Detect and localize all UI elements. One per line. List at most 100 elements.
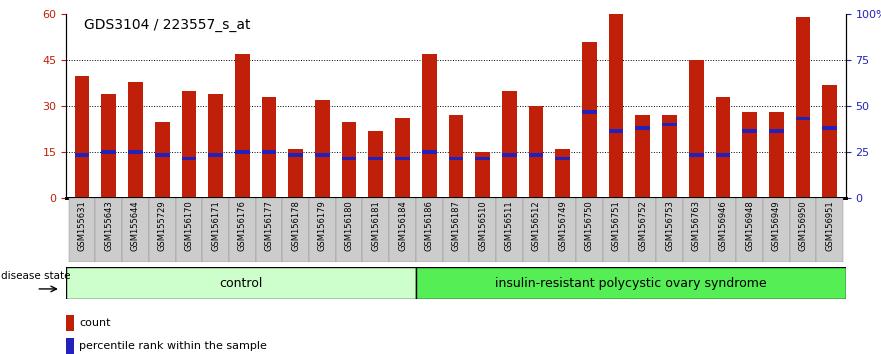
FancyBboxPatch shape [683,198,709,262]
Bar [208,94,223,198]
Bar [555,156,570,160]
FancyBboxPatch shape [362,198,389,262]
Bar [288,149,303,198]
Text: GSM156171: GSM156171 [211,200,220,251]
FancyBboxPatch shape [203,198,229,262]
Bar [396,156,410,160]
Bar [715,97,730,198]
FancyBboxPatch shape [470,198,496,262]
Bar [66,315,74,331]
Text: control: control [219,277,263,290]
FancyBboxPatch shape [416,198,442,262]
Bar [368,156,383,160]
FancyBboxPatch shape [789,198,817,262]
Bar [609,129,624,133]
Bar [582,110,596,114]
Text: GSM156951: GSM156951 [825,200,834,251]
FancyBboxPatch shape [66,267,416,299]
Bar [342,121,357,198]
FancyBboxPatch shape [630,198,656,262]
Bar [635,126,650,130]
Text: GSM156763: GSM156763 [692,200,700,251]
Text: GSM155644: GSM155644 [131,200,140,251]
FancyBboxPatch shape [656,198,683,262]
Text: GSM156749: GSM156749 [559,200,567,251]
Bar [155,121,169,198]
Bar [582,42,596,198]
Text: GSM156170: GSM156170 [184,200,194,251]
Bar [448,156,463,160]
FancyBboxPatch shape [336,198,362,262]
FancyBboxPatch shape [709,198,737,262]
FancyBboxPatch shape [576,198,603,262]
Text: GSM156177: GSM156177 [264,200,273,251]
FancyBboxPatch shape [416,267,846,299]
Bar [555,149,570,198]
Bar [689,153,704,157]
Bar [181,91,196,198]
FancyBboxPatch shape [817,198,843,262]
FancyBboxPatch shape [603,198,630,262]
Bar [743,112,757,198]
Bar [715,153,730,157]
Bar [422,150,437,154]
Bar [262,97,277,198]
Text: GSM156950: GSM156950 [798,200,808,251]
Text: disease state: disease state [2,271,70,281]
FancyBboxPatch shape [737,198,763,262]
Text: GSM156511: GSM156511 [505,200,514,251]
Bar [796,17,811,198]
Bar [502,153,516,157]
Bar [235,54,249,198]
Text: insulin-resistant polycystic ovary syndrome: insulin-resistant polycystic ovary syndr… [495,277,766,290]
Text: GSM156179: GSM156179 [318,200,327,251]
Text: GDS3104 / 223557_s_at: GDS3104 / 223557_s_at [84,18,250,32]
Bar [796,116,811,120]
Bar [689,60,704,198]
Bar [396,119,410,198]
Text: GSM156178: GSM156178 [292,200,300,251]
Text: GSM156752: GSM156752 [639,200,648,251]
Bar [155,153,169,157]
Text: GSM155729: GSM155729 [158,200,167,251]
Bar [66,338,74,354]
Bar [635,115,650,198]
FancyBboxPatch shape [122,198,149,262]
Text: GSM156751: GSM156751 [611,200,620,251]
Bar [181,156,196,160]
Bar [315,153,329,157]
Bar [769,129,784,133]
Bar [288,153,303,157]
Bar [769,112,784,198]
Bar [75,75,90,198]
Bar [128,150,143,154]
FancyBboxPatch shape [175,198,203,262]
Bar [743,129,757,133]
FancyBboxPatch shape [255,198,282,262]
FancyBboxPatch shape [69,198,95,262]
FancyBboxPatch shape [442,198,470,262]
Text: GSM156512: GSM156512 [531,200,541,251]
FancyBboxPatch shape [550,198,576,262]
Bar [128,82,143,198]
Bar [101,150,116,154]
Bar [529,106,544,198]
Text: GSM156187: GSM156187 [451,200,461,251]
Text: percentile rank within the sample: percentile rank within the sample [79,341,267,352]
FancyBboxPatch shape [229,198,255,262]
Bar [529,153,544,157]
Bar [342,156,357,160]
Text: GSM156949: GSM156949 [772,200,781,251]
Text: count: count [79,318,111,328]
Bar [822,126,837,130]
Bar [822,85,837,198]
Text: GSM156750: GSM156750 [585,200,594,251]
FancyBboxPatch shape [496,198,522,262]
FancyBboxPatch shape [309,198,336,262]
Text: GSM155643: GSM155643 [104,200,114,251]
Bar [475,156,490,160]
FancyBboxPatch shape [389,198,416,262]
Text: GSM156946: GSM156946 [718,200,728,251]
Bar [262,150,277,154]
Text: GSM156948: GSM156948 [745,200,754,251]
